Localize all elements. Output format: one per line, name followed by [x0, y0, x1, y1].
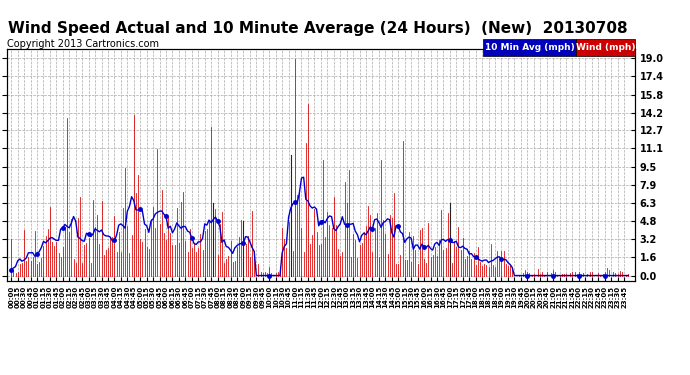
Text: Wind Speed Actual and 10 Minute Average (24 Hours)  (New)  20130708: Wind Speed Actual and 10 Minute Average … — [8, 21, 627, 36]
Text: Wind (mph): Wind (mph) — [575, 44, 635, 52]
Text: Copyright 2013 Cartronics.com: Copyright 2013 Cartronics.com — [7, 39, 159, 50]
Text: 10 Min Avg (mph): 10 Min Avg (mph) — [484, 44, 575, 52]
